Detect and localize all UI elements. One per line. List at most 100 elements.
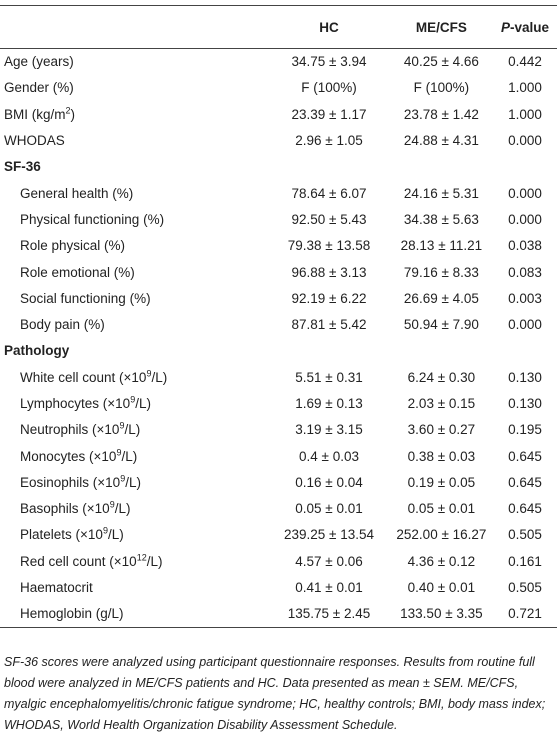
cell: 40.25 ± 4.66 [403,54,479,70]
data-table: HC ME/CFS P-value Age (years) 34.75 ± 3.9… [0,5,557,628]
label-text: Role emotional (%) [20,264,135,280]
row-label: General health (%) [0,180,268,206]
label-text: /L) [124,422,141,438]
section-row: SF-36 [0,154,557,180]
cell: 96.88 ± 3.13 [291,264,367,280]
label-text: ) [70,106,76,122]
label-text: Body pain (%) [20,317,105,333]
table-row: Neutrophils (×109/L) 3.19 ± 3.15 3.60 ± 0.… [0,417,557,443]
cell: 79.16 ± 8.33 [403,264,479,280]
label-text: /L) [114,501,131,517]
table-row: Hemoglobin (g/L) 135.75 ± 2.45 133.50 ± 3.… [0,601,557,628]
label-text: Gender (%) [4,80,74,96]
row-label: Gender (%) [0,75,268,101]
row-label: Role emotional (%) [0,259,268,285]
row-label: White cell count (×109/L) [0,364,268,390]
header-text: -value [510,19,550,35]
label-text: Haematocrit [20,580,93,596]
cell: 0.003 [508,290,542,306]
row-label: Red cell count (×1012/L) [0,548,268,574]
label-text: Basophils (×10 [20,501,110,517]
header-cell: ME/CFS [415,19,467,35]
section-row: Pathology [0,338,557,364]
cell: 3.19 ± 3.15 [295,422,363,438]
cell: 4.36 ± 0.12 [407,553,476,569]
cell: 26.69 ± 4.05 [403,290,479,306]
cell: 0.038 [508,238,542,254]
superscript: 9 [119,420,125,431]
cell: 2.96 ± 1.05 [295,133,363,149]
table-row: Haematocrit 0.41 ± 0.01 0.40 ± 0.01 0.505 [0,574,557,600]
cell: 0.41 ± 0.01 [295,580,363,596]
table-row: White cell count (×109/L) 5.51 ± 0.31 6.24… [0,364,557,390]
cell: 6.24 ± 0.30 [407,369,476,385]
row-label: Age (years) [0,49,268,75]
label-text: /L) [107,527,124,543]
cell: 0.645 [508,448,542,464]
row-label: Haematocrit [0,574,268,600]
cell: F (100%) [301,80,357,96]
superscript: 2 [65,105,71,116]
table-row: WHODAS 2.96 ± 1.05 24.88 ± 4.31 0.000 [0,127,557,153]
label-text: Lymphocytes (×10 [20,396,131,411]
superscript: 9 [130,394,136,405]
cell: 0.130 [508,369,542,385]
cell: 4.57 ± 0.06 [295,553,363,569]
cell: 0.083 [508,264,542,280]
section-title: SF-36 [4,159,41,175]
cell: 0.195 [508,422,542,438]
cell: 0.4 ± 0.03 [299,448,359,464]
cell: 78.64 ± 6.07 [291,185,367,201]
cell: 24.16 ± 5.31 [403,185,479,201]
label-text: Social functioning (%) [20,290,151,306]
table-row: Basophils (×109/L) 0.05 ± 0.01 0.05 ± 0.01… [0,496,557,522]
superscript: 9 [146,368,152,379]
table-row: Platelets (×109/L) 239.25 ± 13.54 252.00 ±… [0,522,557,548]
cell: 1.000 [508,80,542,96]
cell: 92.50 ± 5.43 [291,211,367,227]
row-label: Role physical (%) [0,233,268,259]
superscript: 9 [120,473,126,484]
cell: 2.03 ± 0.15 [407,396,476,411]
cell: 3.60 ± 0.27 [407,422,476,438]
label-text: White cell count (×10 [20,369,147,385]
cell: 28.13 ± 11.21 [400,238,483,254]
row-label: Hemoglobin (g/L) [0,601,268,627]
table-row: Red cell count (×1012/L) 4.57 ± 0.06 4.36 … [0,548,557,574]
row-label: Monocytes (×109/L) [0,443,268,469]
table-row: Social functioning (%) 92.19 ± 6.22 26.69 … [0,285,557,311]
cell: 50.94 ± 7.90 [403,317,479,333]
cell: 1.000 [508,106,542,122]
header-cell: P-value [493,6,557,49]
cell: 239.25 ± 13.54 [284,527,374,543]
cell: 133.50 ± 3.35 [400,606,483,622]
cell: F (100%) [413,80,470,96]
cell: 23.39 ± 1.17 [291,106,367,122]
label-text: Monocytes (×10 [20,448,117,464]
label-text: Age (years) [4,54,74,70]
header-blank [0,6,268,49]
superscript: 12 [136,552,147,563]
cell: 0.505 [508,580,542,596]
cell: 252.00 ± 16.27 [396,527,487,543]
cell: 0.130 [508,396,542,411]
label-text: /L) [151,369,168,385]
table-row: BMI (kg/m2) 23.39 ± 1.17 23.78 ± 1.42 1.000 [0,101,557,127]
footnote: SF-36 scores were analyzed using partici… [4,655,546,732]
label-text: Hemoglobin (g/L) [20,606,124,622]
label-text: Neutrophils (×10 [20,422,120,438]
cell: 79.38 ± 13.58 [287,238,371,254]
row-label: Body pain (%) [0,311,268,337]
row-label: BMI (kg/m2) [0,101,268,127]
superscript: 9 [116,447,122,458]
label-text: General health (%) [20,185,134,201]
row-label: Lymphocytes (×109/L) [0,390,268,416]
table-row: General health (%) 78.64 ± 6.07 24.16 ± 5.… [0,180,557,206]
label-text: Red cell count (×10 [20,553,137,569]
row-label: Social functioning (%) [0,285,268,311]
label-text: Eosinophils (×10 [20,474,121,490]
cell: 87.81 ± 5.42 [291,317,367,333]
row-label: Basophils (×109/L) [0,496,268,522]
row-label: Physical functioning (%) [0,206,268,232]
cell: 0.000 [508,211,542,227]
